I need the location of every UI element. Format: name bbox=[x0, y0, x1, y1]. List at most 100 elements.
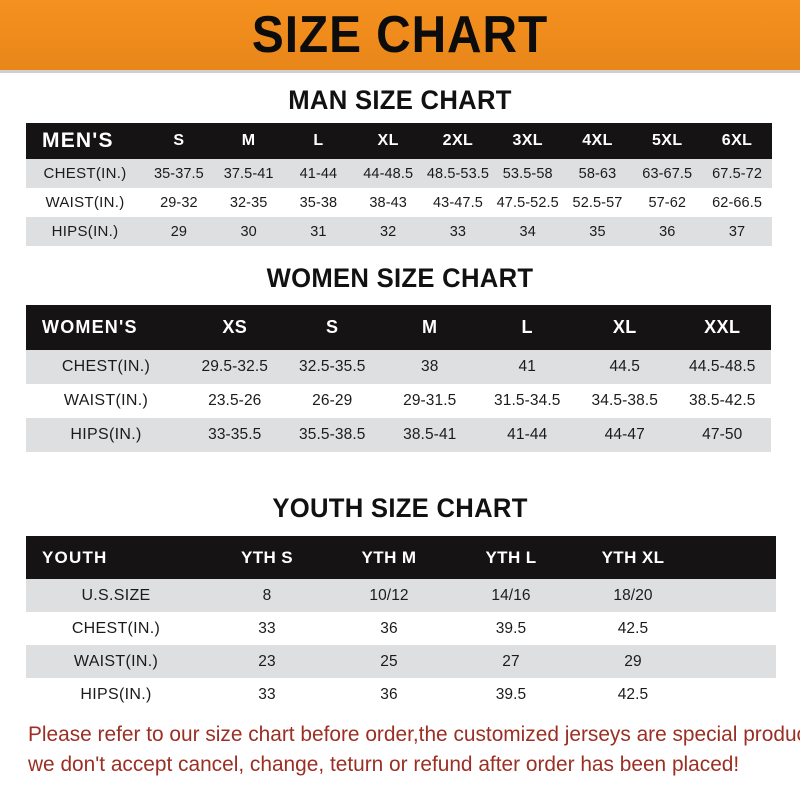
women-header-label: WOMEN'S bbox=[42, 317, 138, 337]
men-hips-s: 29 bbox=[170, 223, 188, 240]
banner-divider bbox=[0, 70, 800, 73]
table-row: HIPS(IN.) 29 30 31 32 33 34 35 36 37 bbox=[26, 217, 772, 246]
table-row: U.S.SIZE 8 10/12 14/16 18/20 bbox=[26, 579, 776, 612]
women-hips-s: 35.5-38.5 bbox=[299, 426, 366, 443]
table-row: HIPS(IN.) 33-35.5 35.5-38.5 38.5-41 41-4… bbox=[26, 418, 771, 452]
youth-section-title: YOUTH SIZE CHART bbox=[272, 493, 528, 523]
men-chest-s: 35-37.5 bbox=[153, 165, 204, 182]
youth-waist-l: 27 bbox=[502, 652, 520, 670]
men-chest-xl: 44-48.5 bbox=[363, 165, 414, 182]
table-row: WAIST(IN.) 29-32 32-35 35-38 38-43 43-47… bbox=[26, 188, 772, 217]
table-row: CHEST(IN.) 35-37.5 37.5-41 41-44 44-48.5… bbox=[26, 159, 772, 188]
youth-chest-m: 36 bbox=[380, 619, 398, 637]
men-header-row: MEN'S S M L XL 2XL 3XL 4XL 5XL 6XL bbox=[26, 123, 772, 159]
men-waist-xl: 38-43 bbox=[369, 194, 407, 211]
men-chest-3xl: 53.5-58 bbox=[502, 165, 553, 182]
youth-size-header-l: YTH L bbox=[485, 547, 537, 567]
men-size-table-wrapper: MEN'S S M L XL 2XL 3XL 4XL 5XL 6XL CHEST bbox=[26, 123, 772, 246]
men-size-header-l: L bbox=[313, 132, 324, 149]
men-waist-3xl: 47.5-52.5 bbox=[496, 194, 559, 211]
table-row: WAIST(IN.) 23.5-26 26-29 29-31.5 31.5-34… bbox=[26, 384, 771, 418]
men-chest-l: 41-44 bbox=[299, 165, 338, 182]
men-hips-xl: 32 bbox=[380, 223, 397, 240]
youth-size-header-xl: YTH XL bbox=[601, 547, 665, 567]
women-hips-m: 38.5-41 bbox=[403, 426, 457, 443]
men-row-label-hips: HIPS(IN.) bbox=[51, 223, 119, 240]
men-hips-4xl: 35 bbox=[589, 223, 606, 240]
youth-size-table: YOUTH YTH S YTH M YTH L YTH XL U.S.SIZE … bbox=[26, 536, 776, 711]
men-chest-5xl: 63-67.5 bbox=[642, 165, 693, 182]
men-header-label: MEN'S bbox=[42, 129, 114, 152]
men-hips-l: 31 bbox=[310, 223, 327, 240]
men-hips-3xl: 34 bbox=[519, 223, 536, 240]
youth-size-table-wrapper: YOUTH YTH S YTH M YTH L YTH XL U.S.SIZE … bbox=[26, 536, 776, 711]
men-waist-m: 32-35 bbox=[229, 194, 268, 211]
youth-hips-xl: 42.5 bbox=[617, 685, 649, 703]
men-hips-6xl: 37 bbox=[728, 223, 746, 240]
men-size-header-xl: XL bbox=[377, 132, 399, 149]
men-waist-6xl: 62-66.5 bbox=[712, 194, 762, 211]
women-row-label-waist: WAIST(IN.) bbox=[63, 392, 149, 409]
women-waist-s: 26-29 bbox=[312, 392, 353, 409]
youth-size-header-spacer bbox=[694, 536, 776, 579]
women-hips-xl: 44-47 bbox=[604, 426, 645, 443]
men-size-header-s: S bbox=[173, 132, 185, 149]
table-row: HIPS(IN.) 33 36 39.5 42.5 bbox=[26, 678, 776, 711]
women-chest-xs: 29.5-32.5 bbox=[201, 358, 268, 375]
men-chest-4xl: 58-63 bbox=[578, 165, 617, 182]
men-waist-4xl: 52.5-57 bbox=[572, 194, 623, 211]
youth-header-label: YOUTH bbox=[42, 547, 108, 567]
youth-row-label-chest: CHEST(IN.) bbox=[71, 619, 161, 637]
men-size-header-4xl: 4XL bbox=[582, 132, 613, 149]
footer-disclaimer: Please refer to our size chart before or… bbox=[28, 719, 800, 779]
youth-hips-s: 33 bbox=[258, 685, 276, 703]
women-waist-xs: 23.5-26 bbox=[208, 392, 262, 409]
men-size-header-2xl: 2XL bbox=[442, 132, 474, 149]
charts-container: MAN SIZE CHART MEN'S S M L XL 2XL 3XL 4X… bbox=[0, 73, 800, 800]
women-hips-l: 41-44 bbox=[507, 426, 548, 443]
footer-disclaimer-line-1: Please refer to our size chart before or… bbox=[28, 722, 800, 746]
youth-chest-xl: 42.5 bbox=[617, 619, 649, 637]
table-row: CHEST(IN.) 33 36 39.5 42.5 bbox=[26, 612, 776, 645]
men-table-body: CHEST(IN.) 35-37.5 37.5-41 41-44 44-48.5… bbox=[26, 159, 772, 246]
youth-chest-spacer bbox=[694, 612, 776, 645]
men-chest-2xl: 48.5-53.5 bbox=[426, 165, 490, 182]
page-banner: SIZE CHART bbox=[0, 0, 800, 70]
youth-ussize-spacer bbox=[694, 579, 776, 612]
youth-header-row: YOUTH YTH S YTH M YTH L YTH XL bbox=[26, 536, 776, 579]
women-waist-l: 31.5-34.5 bbox=[494, 392, 561, 409]
men-hips-2xl: 33 bbox=[449, 223, 467, 240]
men-table-head: MEN'S S M L XL 2XL 3XL 4XL 5XL 6XL bbox=[26, 123, 772, 159]
women-size-header-m: M bbox=[422, 317, 438, 337]
youth-ussize-s: 8 bbox=[262, 586, 272, 604]
women-chest-l: 41 bbox=[518, 358, 536, 375]
women-table-body: CHEST(IN.) 29.5-32.5 32.5-35.5 38 41 44.… bbox=[26, 350, 771, 452]
women-waist-xl: 34.5-38.5 bbox=[591, 392, 658, 409]
men-waist-s: 29-32 bbox=[160, 194, 198, 211]
youth-hips-spacer bbox=[694, 678, 776, 711]
youth-ussize-xl: 18/20 bbox=[613, 586, 653, 604]
men-waist-l: 35-38 bbox=[299, 194, 338, 211]
women-size-header-xs: XS bbox=[222, 317, 248, 337]
women-chest-xl: 44.5 bbox=[609, 358, 641, 375]
women-chest-s: 32.5-35.5 bbox=[299, 358, 366, 375]
women-waist-m: 29-31.5 bbox=[403, 392, 457, 409]
women-hips-xxl: 47-50 bbox=[702, 426, 743, 443]
youth-ussize-l: 14/16 bbox=[491, 586, 531, 604]
youth-table-head: YOUTH YTH S YTH M YTH L YTH XL bbox=[26, 536, 776, 579]
women-row-label-hips: HIPS(IN.) bbox=[70, 426, 142, 443]
men-size-header-3xl: 3XL bbox=[512, 132, 543, 149]
youth-hips-l: 39.5 bbox=[495, 685, 527, 703]
men-chest-6xl: 67.5-72 bbox=[712, 165, 762, 182]
footer-disclaimer-line-2: we don't accept cancel, change, teturn o… bbox=[28, 752, 740, 776]
men-waist-2xl: 43-47.5 bbox=[433, 194, 483, 211]
table-row: WAIST(IN.) 23 25 27 29 bbox=[26, 645, 776, 678]
youth-size-header-m: YTH M bbox=[361, 547, 417, 567]
youth-ussize-m: 10/12 bbox=[369, 586, 409, 604]
women-row-label-chest: CHEST(IN.) bbox=[61, 358, 151, 375]
table-row: CHEST(IN.) 29.5-32.5 32.5-35.5 38 41 44.… bbox=[26, 350, 771, 384]
youth-waist-spacer bbox=[694, 645, 776, 678]
youth-waist-s: 23 bbox=[258, 652, 276, 670]
women-header-row: WOMEN'S XS S M L XL XXL bbox=[26, 305, 771, 350]
women-size-table: WOMEN'S XS S M L XL XXL CHEST(IN.) 29.5-… bbox=[26, 305, 771, 452]
